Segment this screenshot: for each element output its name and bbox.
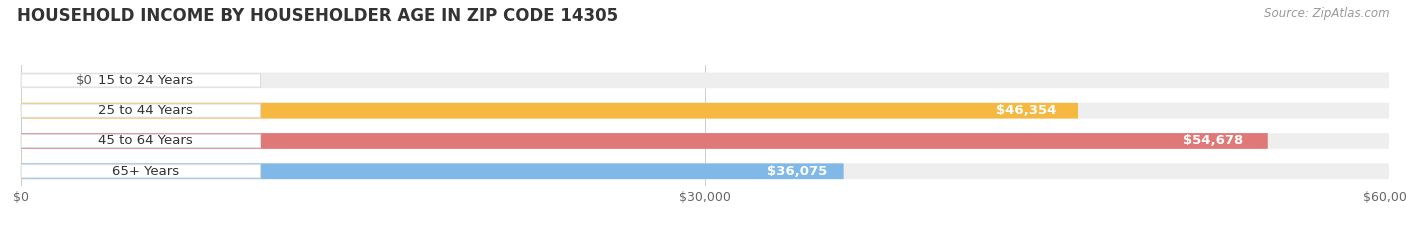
Text: $46,354: $46,354 <box>997 104 1057 117</box>
Text: HOUSEHOLD INCOME BY HOUSEHOLDER AGE IN ZIP CODE 14305: HOUSEHOLD INCOME BY HOUSEHOLDER AGE IN Z… <box>17 7 619 25</box>
FancyBboxPatch shape <box>21 133 1389 149</box>
FancyBboxPatch shape <box>21 72 1389 88</box>
FancyBboxPatch shape <box>21 133 1268 149</box>
FancyBboxPatch shape <box>21 104 260 117</box>
Text: $54,678: $54,678 <box>1182 134 1243 147</box>
Text: 15 to 24 Years: 15 to 24 Years <box>98 74 193 87</box>
FancyBboxPatch shape <box>21 103 1389 119</box>
Text: $0: $0 <box>76 74 93 87</box>
FancyBboxPatch shape <box>21 134 260 148</box>
FancyBboxPatch shape <box>21 163 844 179</box>
FancyBboxPatch shape <box>21 74 260 87</box>
Text: 65+ Years: 65+ Years <box>112 165 179 178</box>
FancyBboxPatch shape <box>21 103 1078 119</box>
FancyBboxPatch shape <box>21 163 1389 179</box>
FancyBboxPatch shape <box>21 164 260 178</box>
Text: Source: ZipAtlas.com: Source: ZipAtlas.com <box>1264 7 1389 20</box>
Text: 25 to 44 Years: 25 to 44 Years <box>98 104 193 117</box>
Text: 45 to 64 Years: 45 to 64 Years <box>98 134 193 147</box>
Text: $36,075: $36,075 <box>766 165 827 178</box>
